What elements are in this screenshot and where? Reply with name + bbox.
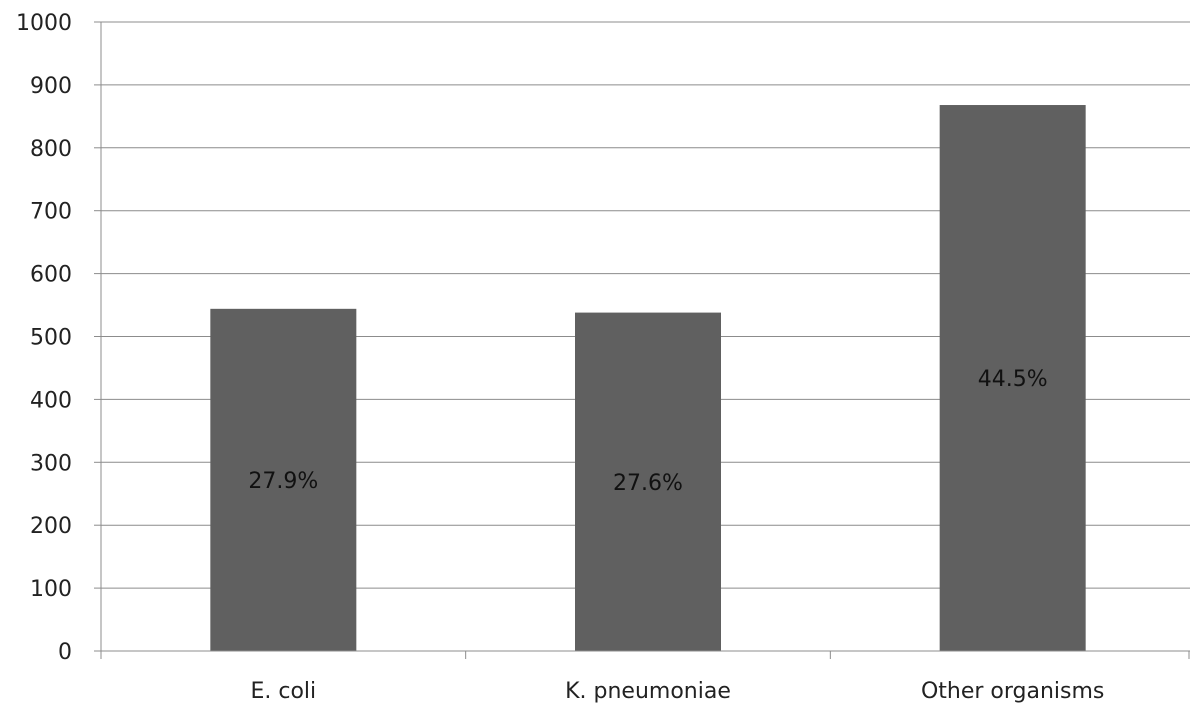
y-axis-ticks: 0 100 200 300 400 500 600 700 800 900 1000 [16,11,101,665]
bar [575,312,721,651]
y-tick-label: 900 [30,74,72,99]
y-tick-label: 1000 [16,11,72,36]
y-tick-label: 500 [30,326,72,351]
y-tick-label: 100 [30,577,72,602]
y-tick-label: 400 [30,388,72,413]
y-tick-label: 200 [30,514,72,539]
y-tick-label: 800 [30,137,72,162]
x-axis-ticks: E. coli K. pneumoniae Other organisms [100,651,1190,704]
bar [210,308,357,651]
bar-data-label: 44.5% [978,367,1048,392]
x-category-label: Other organisms [921,679,1104,704]
y-tick-label: 600 [30,263,72,288]
axes [100,22,1190,652]
y-tick-label: 0 [58,640,72,665]
y-tick-label: 700 [30,200,72,225]
y-tick-label: 300 [30,451,72,476]
x-category-label: E. coli [250,679,316,704]
x-category-label: K. pneumoniae [565,679,731,704]
bar-data-label: 27.9% [248,469,318,494]
bar-data-label: 27.6% [613,471,683,496]
bar [939,105,1086,651]
bars: 27.9% 27.6% 44.5% [210,105,1086,651]
